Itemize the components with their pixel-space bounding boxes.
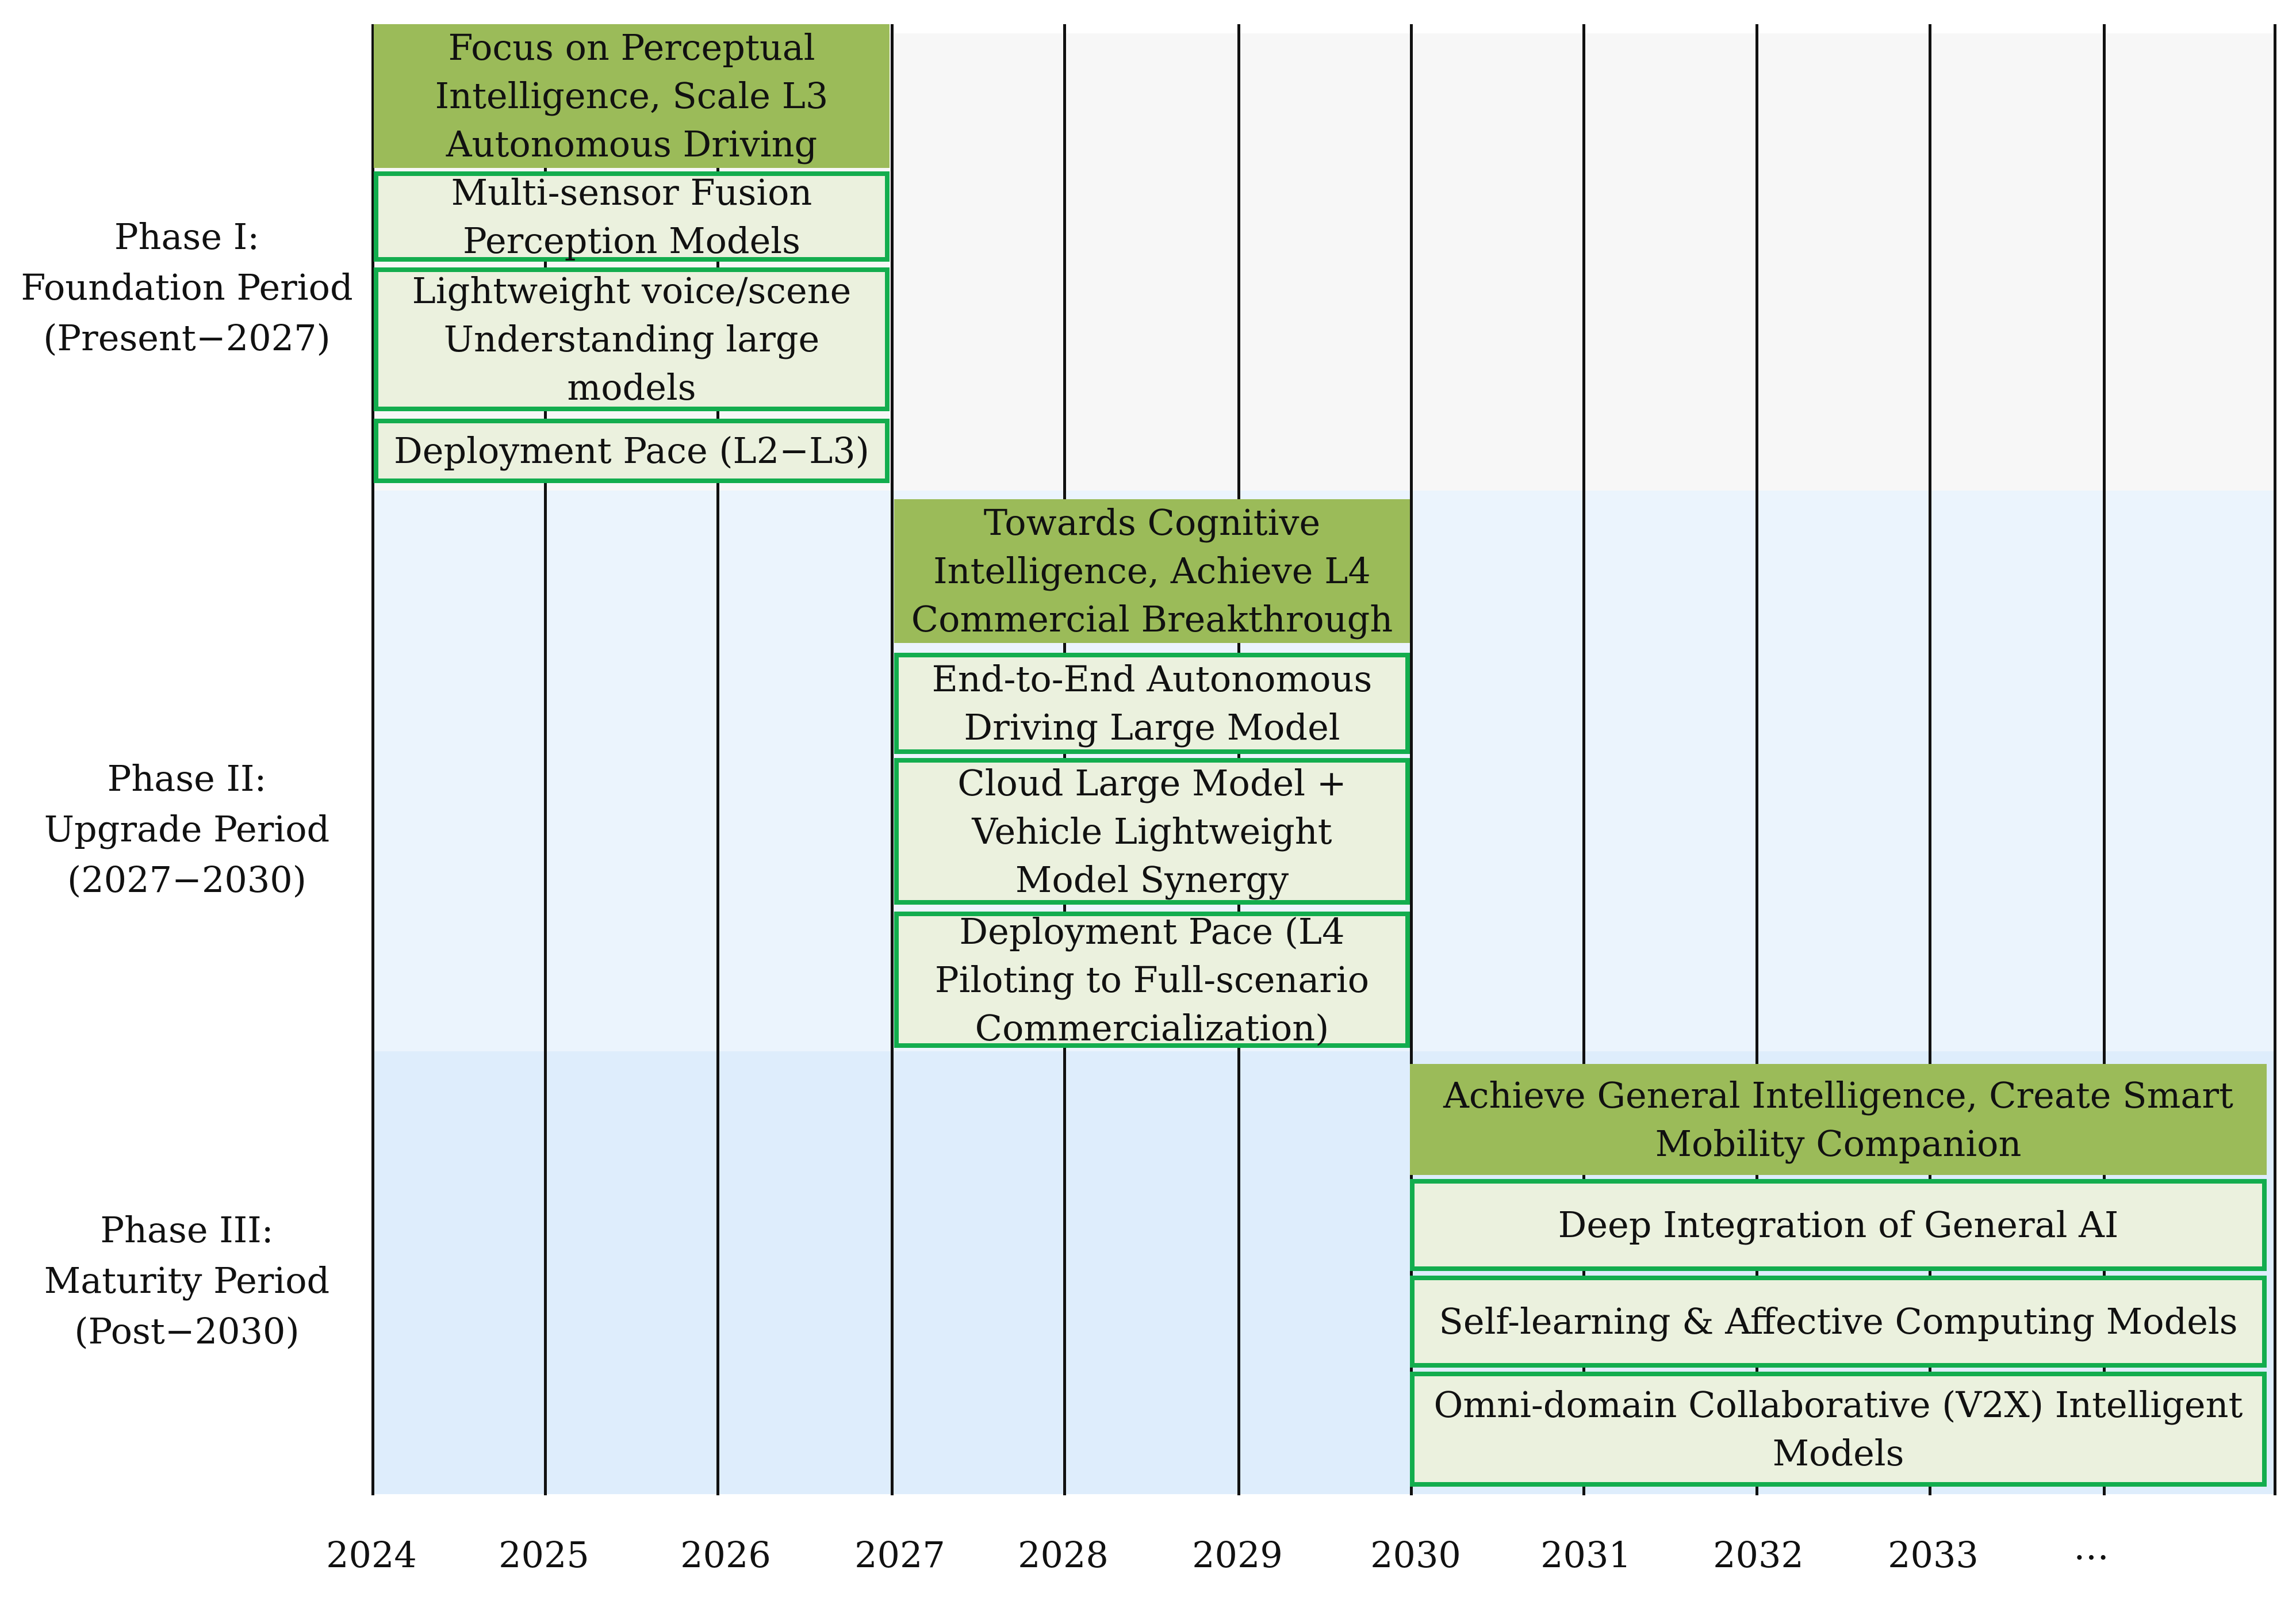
phase-2-label-line: Upgrade Period [44,808,330,850]
phase-2-item-line: Piloting to Full-scenario [934,958,1370,1001]
phase-3-label-line: Maturity Period [44,1260,330,1301]
year-gridline [1755,24,1758,1495]
phase-1-item-line: Understanding large [443,318,820,360]
year-gridline [1410,24,1413,1495]
year-label: 2025 [499,1534,589,1576]
phase-3-header-line: Mobility Companion [1655,1122,2022,1165]
phase-2-item-line: Cloud Large Model + [957,761,1347,804]
phase-2-label-line: (2027−2030) [67,859,306,901]
phase-2-label-line: Phase II: [107,757,267,799]
year-label: 2033 [1888,1534,1979,1576]
year-gridline [544,24,547,1495]
phase-1-header-line: Focus on Perceptual [448,26,815,68]
phase-1-item-line: models [567,366,696,408]
phase-1-item-box: Deployment Pace (L2−L3) [374,419,890,483]
year-label-ellipsis: … [2073,1526,2109,1568]
phase-2-item-line: Deployment Pace (L4 [959,910,1345,952]
phase-1-label-line: Phase I: [114,216,260,258]
phase-1-header-line: Intelligence, Scale L3 [435,75,829,117]
phase-3-item-box: Deep Integration of General AI [1410,1179,2267,1271]
year-label: 2024 [326,1534,417,1576]
phase-2-item-line: Driving Large Model [964,706,1340,748]
phase-2-item-line: End-to-End Autonomous [932,658,1373,700]
year-label: 2029 [1192,1534,1283,1576]
phase-1-item-line: Deployment Pace (L2−L3) [394,430,869,472]
phase-2-item-box: End-to-End Autonomous Driving Large Mode… [894,653,1410,754]
phase-1-label-line: Foundation Period [21,266,353,308]
phase-2-item-line: Model Synergy [1015,858,1289,901]
phase-2-label: Phase II: Upgrade Period (2027−2030) [6,753,368,905]
phase-1-header-box: Focus on Perceptual Intelligence, Scale … [374,24,890,168]
phase-3-item-line: Deep Integration of General AI [1558,1204,2119,1246]
phase-2-header-line: Commercial Breakthrough [911,598,1393,640]
year-label: 2028 [1018,1534,1109,1576]
phase-3-item-box: Omni-domain Collaborative (V2X) Intellig… [1410,1372,2267,1487]
year-gridline [1582,24,1585,1495]
year-gridline [716,24,719,1495]
year-gridline [2274,24,2276,1495]
phase-2-header-line: Intelligence, Achieve L4 [933,550,1371,592]
phase-1-label-line: (Present−2027) [43,317,331,359]
phase-1-item-box: Lightweight voice/scene Understanding la… [374,267,890,411]
year-label: 2031 [1540,1534,1631,1576]
phase-2-header-line: Towards Cognitive [983,502,1321,543]
phase-3-label-line: (Post−2030) [74,1310,300,1352]
phase-1-header-line: Autonomous Driving [446,123,818,165]
year-label: 2032 [1713,1534,1804,1576]
phase-2-item-box: Deployment Pace (L4 Piloting to Full-sce… [894,910,1410,1049]
phase-2-item-line: Commercialization) [975,1006,1329,1049]
year-label: 2027 [854,1534,945,1576]
year-gridline [371,24,374,1495]
phase-3-header-box: Achieve General Intelligence, Create Sma… [1410,1064,2267,1175]
phase-3-item-line: Self-learning & Affective Computing Mode… [1439,1300,2238,1342]
phase-3-label-line: Phase III: [100,1209,274,1251]
phase-3-label: Phase III: Maturity Period (Post−2030) [6,1205,368,1357]
phase-1-item-line: Lightweight voice/scene [412,270,852,312]
year-gridline [1929,24,1931,1495]
phase-3-item-line: Models [1772,1432,1904,1474]
phase-2-item-box: Cloud Large Model + Vehicle Lightweight … [894,758,1410,905]
phase-1-label: Phase I: Foundation Period (Present−2027… [6,212,368,363]
phase-1-item-box: Multi-sensor Fusion Perception Models [374,171,890,262]
year-label: 2030 [1370,1534,1461,1576]
phase-3-header-line: Achieve General Intelligence, Create Sma… [1443,1074,2233,1116]
phase-1-item-line: Multi-sensor Fusion [451,171,812,213]
phase-2-item-line: Vehicle Lightweight [972,810,1332,852]
phase-2-header-box: Towards Cognitive Intelligence, Achieve … [894,499,1410,643]
year-label: 2026 [680,1534,771,1576]
phase-3-item-line: Omni-domain Collaborative (V2X) Intellig… [1433,1384,2243,1426]
phase-3-item-box: Self-learning & Affective Computing Mode… [1410,1276,2267,1368]
phase-1-item-line: Perception Models [463,219,800,262]
year-gridline [2103,24,2106,1495]
year-gridline [891,24,894,1495]
